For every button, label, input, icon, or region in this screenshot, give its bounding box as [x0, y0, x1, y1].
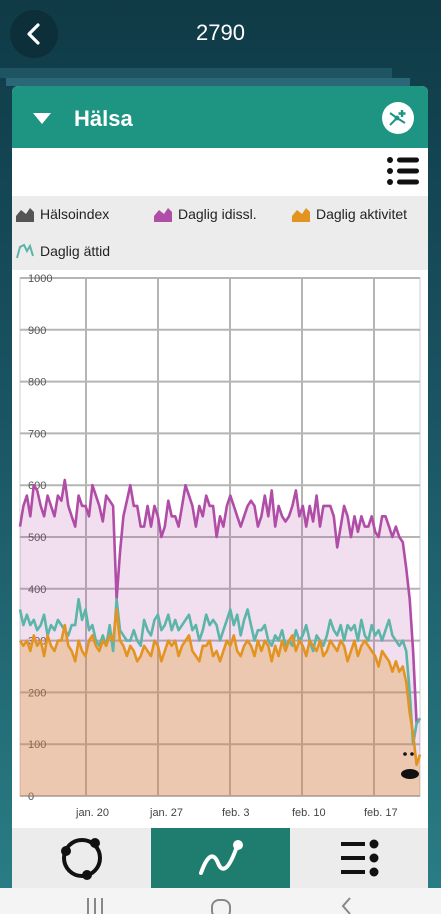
legend-label: Daglig aktivitet [316, 206, 408, 222]
back-chevron-icon [27, 23, 40, 45]
legend-item-halsoindex[interactable]: Hälsoindex [16, 206, 109, 222]
back-button[interactable] [10, 10, 58, 58]
legend-item-idissl[interactable]: Daglig idissl. [154, 206, 257, 222]
x-tick-label: feb. 17 [364, 807, 398, 819]
y-tick-label: 500 [28, 532, 46, 544]
card-header[interactable]: Hälsa [12, 86, 428, 148]
system-nav-bar [0, 888, 441, 914]
series-line [18, 597, 422, 746]
legend-label: Daglig idissl. [178, 206, 257, 222]
circle-nodes-icon [60, 838, 102, 880]
system-back-icon[interactable] [336, 894, 356, 914]
caret-down-icon [33, 113, 51, 124]
area-icon-orange [292, 208, 310, 222]
chart-legend: Hälsoindex Daglig idissl. Daglig aktivit… [12, 196, 428, 270]
recent-apps-icon[interactable] [84, 894, 106, 914]
marker-dot [410, 752, 414, 756]
line-icon-teal [16, 243, 34, 259]
nav-list-button[interactable] [290, 828, 428, 888]
stacked-card-shadow [0, 68, 392, 78]
y-tick-label: 100 [28, 739, 46, 751]
legend-label: Hälsoindex [40, 206, 110, 222]
add-branch-icon [389, 110, 406, 126]
series-line [18, 608, 422, 767]
health-card: Hälsa Hälsoindex Daglig idissl. [12, 86, 428, 888]
legend-label: Daglig ättid [40, 243, 111, 259]
add-branch-button[interactable] [382, 102, 414, 134]
series-line [18, 478, 422, 725]
y-tick-label: 0 [28, 791, 34, 803]
bottom-nav [12, 828, 428, 888]
nav-overview-button[interactable] [12, 828, 151, 888]
chart-svg[interactable]: 01002003004005006007008009001000jan. 20j… [16, 273, 424, 828]
x-tick-label: feb. 10 [292, 807, 326, 819]
top-bar: 2790 [0, 0, 441, 68]
page-title: 2790 [196, 20, 245, 45]
series-area [20, 609, 420, 796]
area-icon-magenta [154, 208, 172, 222]
legend-item-attid[interactable]: Daglig ättid [16, 243, 110, 259]
y-tick-label: 1000 [28, 274, 52, 285]
cow-icon [401, 769, 419, 779]
card-title: Hälsa [74, 106, 133, 131]
x-tick-label: jan. 20 [75, 807, 109, 819]
y-tick-label: 900 [28, 325, 46, 337]
x-tick-label: feb. 3 [222, 807, 250, 819]
y-tick-label: 700 [28, 428, 46, 440]
list-icon[interactable] [386, 156, 420, 186]
y-tick-label: 800 [28, 377, 46, 389]
stacked-card-shadow [6, 78, 410, 86]
list-dots-icon [340, 839, 378, 877]
home-icon[interactable] [208, 894, 234, 914]
y-tick-label: 400 [28, 584, 46, 596]
nav-chart-button[interactable] [151, 828, 290, 888]
trend-line-icon [198, 840, 243, 875]
y-tick-label: 200 [28, 687, 46, 699]
marker-dot [403, 752, 407, 756]
area-icon-dark [16, 208, 34, 222]
x-tick-label: jan. 27 [149, 807, 183, 819]
health-chart[interactable]: 01002003004005006007008009001000jan. 20j… [16, 273, 424, 828]
legend-item-aktivitet[interactable]: Daglig aktivitet [292, 206, 407, 222]
